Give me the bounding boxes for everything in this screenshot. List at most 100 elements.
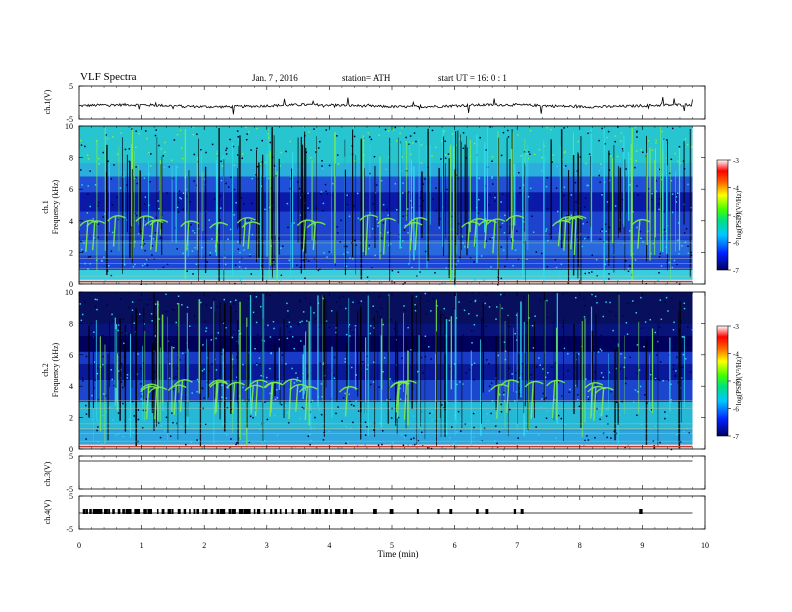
ch2-spec-speckle xyxy=(424,292,427,295)
ch1-spec-speckle xyxy=(149,165,152,167)
ch2-spec-speckle xyxy=(655,354,658,356)
ch1-spec-speckle xyxy=(445,154,447,156)
ch1-spec-speckle xyxy=(101,260,103,262)
ch2-spec-speckle xyxy=(458,301,460,303)
ch1-spec-speckle xyxy=(269,141,272,144)
ch1-spec-speckle xyxy=(203,272,206,274)
ch2-spec-speckle xyxy=(473,426,475,429)
ch2-spec-speckle xyxy=(209,337,211,339)
ch2-spec-speckle xyxy=(173,346,175,349)
ch2-spec-speckle xyxy=(417,440,420,442)
ch2-spec-speckle xyxy=(600,377,602,380)
ch2-spec-speckle xyxy=(403,305,405,307)
ch1-spec-speckle xyxy=(420,144,423,146)
ch1-spec-speckle xyxy=(563,166,565,168)
ch4-pulse xyxy=(240,509,244,514)
ch2-spec-speckle xyxy=(476,314,478,317)
ch2-spec-speckle xyxy=(211,335,213,337)
ch4-pulse xyxy=(335,509,338,514)
ch2-spec-speckle xyxy=(658,379,661,382)
ch2-spec-speckle xyxy=(386,399,388,401)
ch2-spec-speckle xyxy=(146,303,149,306)
ch1-spec-speckle xyxy=(677,222,680,224)
ch2-spec-speckle xyxy=(538,434,540,436)
ch1-spec-speckle xyxy=(246,219,248,221)
ch2-spec-speckle xyxy=(355,400,357,402)
ch1-spec-speckle xyxy=(477,212,480,215)
ch2-spec-speckle xyxy=(653,445,655,447)
ch2-spec-speckle xyxy=(560,342,563,344)
ch1-spec-speckle xyxy=(538,148,541,151)
ch1-spec-speckle xyxy=(404,224,406,227)
ch1-spec-speckle xyxy=(256,127,258,130)
ch2-spec-speckle xyxy=(264,440,266,442)
ch1-spec-speckle xyxy=(261,139,264,142)
ch2-spec-speckle xyxy=(144,346,147,348)
ch1-spec-speckle xyxy=(150,153,152,155)
ch2-spec-speckle xyxy=(451,426,453,428)
ch2-spec-speckle xyxy=(503,393,505,396)
ch1-spec-speckle xyxy=(261,264,263,267)
ch1-spec-speckle xyxy=(229,138,231,141)
ch1-spec-speckle xyxy=(431,155,433,158)
ch1-spec-speckle xyxy=(600,163,602,165)
ch2-spec-speckle xyxy=(102,393,105,395)
ch2-spec-speckle xyxy=(373,429,375,431)
ch2-spec-speckle xyxy=(627,302,630,305)
ch1-spec-speckle xyxy=(332,182,334,185)
ch4-pulse xyxy=(108,509,111,514)
ch1-spec-speckle xyxy=(324,183,327,186)
ch1-spec-speckle xyxy=(657,279,659,282)
ch1-spec-speckle xyxy=(424,250,427,253)
ch1-spec-speckle xyxy=(370,138,373,141)
ch2-spec-speckle xyxy=(333,374,335,377)
ch2-spec-speckle xyxy=(602,376,605,379)
ch2-spec-speckle xyxy=(638,369,641,371)
ch2-spec-speckle xyxy=(486,413,488,415)
ch1-spec-speckle xyxy=(221,165,224,167)
ch2-spec-speckle xyxy=(171,308,174,311)
ch2-spec-speckle xyxy=(252,311,255,314)
ch2-spec-speckle xyxy=(664,417,666,420)
ch2-spec-speckle xyxy=(97,441,99,443)
ch2-spec-speckle xyxy=(304,331,306,333)
ch1-spec-speckle xyxy=(190,223,192,226)
ch1-spec-speckle xyxy=(678,253,680,255)
ch1-spec-speckle xyxy=(439,218,441,220)
ch1-spec-speckle xyxy=(102,151,104,154)
ch2-spec-ytick-label: 2 xyxy=(69,414,73,423)
ch2-spec-speckle xyxy=(591,293,593,296)
ch2-spec-speckle xyxy=(576,394,579,396)
ch2-spec-speckle xyxy=(626,333,629,335)
ch1-spec-chorus xyxy=(567,215,587,256)
ch2-spec-speckle xyxy=(560,417,563,420)
ch1-spec-speckle xyxy=(330,194,333,197)
ch2-spec-chorus xyxy=(490,383,510,419)
ch1-spec-speckle xyxy=(671,266,674,269)
ch1-spec-speckle xyxy=(663,228,666,231)
ch2-spec-speckle xyxy=(465,372,467,374)
ch2-spec-speckle xyxy=(243,433,246,436)
ch1-spec-speckle xyxy=(87,193,89,195)
ch2-spec-speckle xyxy=(372,381,375,383)
ch4-pulse xyxy=(134,509,138,514)
ch1-spec-speckle xyxy=(386,271,388,273)
ch2-spec-speckle xyxy=(496,442,498,445)
ch2-spec-speckle xyxy=(149,298,152,301)
ch1-spec-speckle xyxy=(520,155,522,157)
ch2-spec-speckle xyxy=(201,302,204,305)
ch1-spec-speckle xyxy=(166,263,169,266)
ch2-spec-speckle xyxy=(503,448,505,451)
ch4-pulse xyxy=(202,509,204,514)
ch1-spec-speckle xyxy=(600,167,603,169)
ch2-spec-speckle xyxy=(473,323,476,326)
ch2-spec-speckle xyxy=(577,353,580,355)
ch2-spec-speckle xyxy=(404,309,406,311)
ch1-spec-speckle xyxy=(583,206,586,208)
ch2-spec-speckle xyxy=(309,372,311,375)
ch3-waveform-panel: 5-5 xyxy=(66,452,706,494)
ch1-spec-speckle xyxy=(614,140,616,143)
ch1-spec-speckle xyxy=(564,165,567,167)
ch2-spec-speckle xyxy=(352,331,355,334)
ch2-spec-speckle xyxy=(375,310,378,313)
